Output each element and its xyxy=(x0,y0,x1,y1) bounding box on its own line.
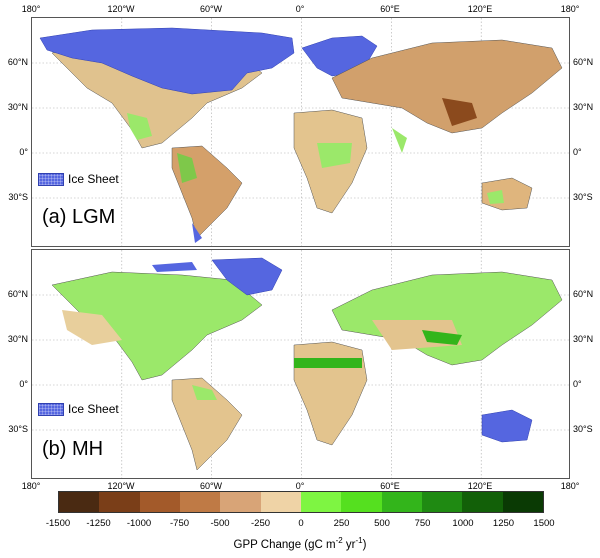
map-lgm xyxy=(32,18,569,246)
lon-tick: 0° xyxy=(295,481,305,491)
colorbar-bin xyxy=(179,492,221,512)
colorbar-tick: -1500 xyxy=(45,518,71,529)
colorbar-tick: 0 xyxy=(298,518,304,529)
colorbar-tick: -1000 xyxy=(126,518,152,529)
lat-tick: 60°N xyxy=(7,289,28,299)
colorbar-tick: 1000 xyxy=(452,518,474,529)
colorbar-bin xyxy=(462,492,503,512)
ice-sheet-greenland xyxy=(211,257,283,296)
colorbar-tick: 750 xyxy=(414,518,431,529)
lon-tick: 120°E xyxy=(467,481,493,491)
lat-tick: 30°N xyxy=(573,102,594,112)
lat-tick: 30°N xyxy=(7,102,28,112)
colorbar-bin xyxy=(341,492,382,512)
ice-sheet-swatch xyxy=(38,402,64,416)
colorbar xyxy=(58,491,544,513)
australia xyxy=(481,409,533,443)
colorbar-tick: 1250 xyxy=(492,518,515,529)
lat-tick: 0° xyxy=(573,147,582,157)
map-mh xyxy=(32,250,569,478)
ice-sheet-label: Ice Sheet xyxy=(68,172,119,186)
ice-sheet-swatch xyxy=(38,172,64,186)
colorbar-title: GPP Change (gC m-2 yr-1) xyxy=(233,536,367,551)
ice-sheet-legend-b: Ice Sheet xyxy=(38,402,119,416)
colorbar-bin xyxy=(260,492,301,512)
lat-tick: 30°S xyxy=(573,424,593,434)
panel-label-lgm: (a) LGM xyxy=(42,206,116,228)
lat-tick: 30°S xyxy=(8,192,28,202)
colorbar-bin xyxy=(300,492,342,512)
lat-tick: 30°S xyxy=(573,192,593,202)
lon-tick: 60°E xyxy=(380,4,400,14)
lon-tick: 180° xyxy=(560,481,580,491)
colorbar-bin xyxy=(381,492,422,512)
ice-sheet-north-america xyxy=(39,27,295,95)
colorbar-tick: -750 xyxy=(169,518,190,529)
lat-tick: 30°S xyxy=(8,424,28,434)
lon-tick: 60°W xyxy=(199,481,223,491)
colorbar-bin xyxy=(99,492,140,512)
lat-tick: 60°N xyxy=(573,289,594,299)
eurasia xyxy=(331,271,563,366)
colorbar-tick: -1250 xyxy=(86,518,111,529)
lon-tick: 120°W xyxy=(107,4,135,14)
map-panel-lgm: Ice Sheet (a) LGM xyxy=(31,17,570,247)
lat-tick: 60°N xyxy=(7,57,28,67)
colorbar-tick: 250 xyxy=(333,518,350,529)
colorbar-tick: -500 xyxy=(210,518,230,529)
lat-tick: 0° xyxy=(19,147,28,157)
ice-sheet-label: Ice Sheet xyxy=(68,402,119,416)
ice-sheet-legend-a: Ice Sheet xyxy=(38,172,119,186)
colorbar-bin xyxy=(59,492,100,512)
colorbar-bin xyxy=(220,492,261,512)
eurasia xyxy=(331,39,563,134)
lon-tick: 120°E xyxy=(467,4,493,14)
colorbar-tick: -250 xyxy=(250,518,271,529)
colorbar-bin xyxy=(502,492,543,512)
lat-tick: 0° xyxy=(573,379,582,389)
lon-tick: 60°W xyxy=(199,4,223,14)
south-america xyxy=(171,377,243,471)
lon-tick: 120°W xyxy=(107,481,135,491)
map-panel-mh: Ice Sheet (b) MH xyxy=(31,249,570,479)
lon-tick: 180° xyxy=(560,4,580,14)
lat-tick: 30°N xyxy=(573,334,594,344)
lat-tick: 60°N xyxy=(573,57,594,67)
panel-label-mh: (b) MH xyxy=(42,438,104,460)
lon-tick: 60°E xyxy=(380,481,400,491)
lat-tick: 0° xyxy=(19,379,28,389)
colorbar-tick: 1500 xyxy=(533,518,555,529)
colorbar-tick: 500 xyxy=(374,518,390,529)
colorbar-bin xyxy=(421,492,463,512)
lon-tick: 0° xyxy=(295,4,305,14)
africa xyxy=(293,341,368,446)
lon-tick: 180° xyxy=(21,481,41,491)
lat-tick: 30°N xyxy=(7,334,28,344)
colorbar-bin xyxy=(139,492,180,512)
lon-tick: 180° xyxy=(21,4,41,14)
